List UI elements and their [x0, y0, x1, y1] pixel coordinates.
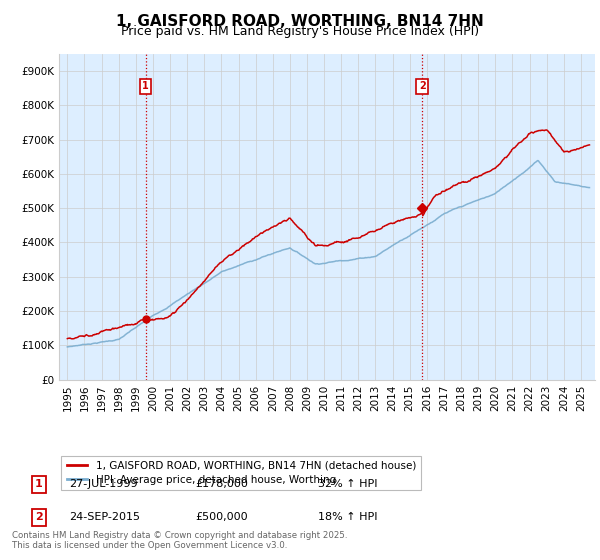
Legend: 1, GAISFORD ROAD, WORTHING, BN14 7HN (detached house), HPI: Average price, detac: 1, GAISFORD ROAD, WORTHING, BN14 7HN (de…: [61, 456, 421, 490]
Text: Contains HM Land Registry data © Crown copyright and database right 2025.
This d: Contains HM Land Registry data © Crown c…: [12, 530, 347, 550]
Text: 24-SEP-2015: 24-SEP-2015: [69, 512, 140, 522]
Text: 2: 2: [35, 512, 43, 522]
Text: 1, GAISFORD ROAD, WORTHING, BN14 7HN: 1, GAISFORD ROAD, WORTHING, BN14 7HN: [116, 14, 484, 29]
Text: Price paid vs. HM Land Registry's House Price Index (HPI): Price paid vs. HM Land Registry's House …: [121, 25, 479, 38]
Text: £178,000: £178,000: [195, 479, 248, 489]
Text: 1: 1: [35, 479, 43, 489]
Text: £500,000: £500,000: [195, 512, 248, 522]
Text: 27-JUL-1999: 27-JUL-1999: [69, 479, 137, 489]
Text: 18% ↑ HPI: 18% ↑ HPI: [318, 512, 377, 522]
Text: 1: 1: [142, 81, 149, 91]
Text: 2: 2: [419, 81, 425, 91]
Text: 32% ↑ HPI: 32% ↑ HPI: [318, 479, 377, 489]
